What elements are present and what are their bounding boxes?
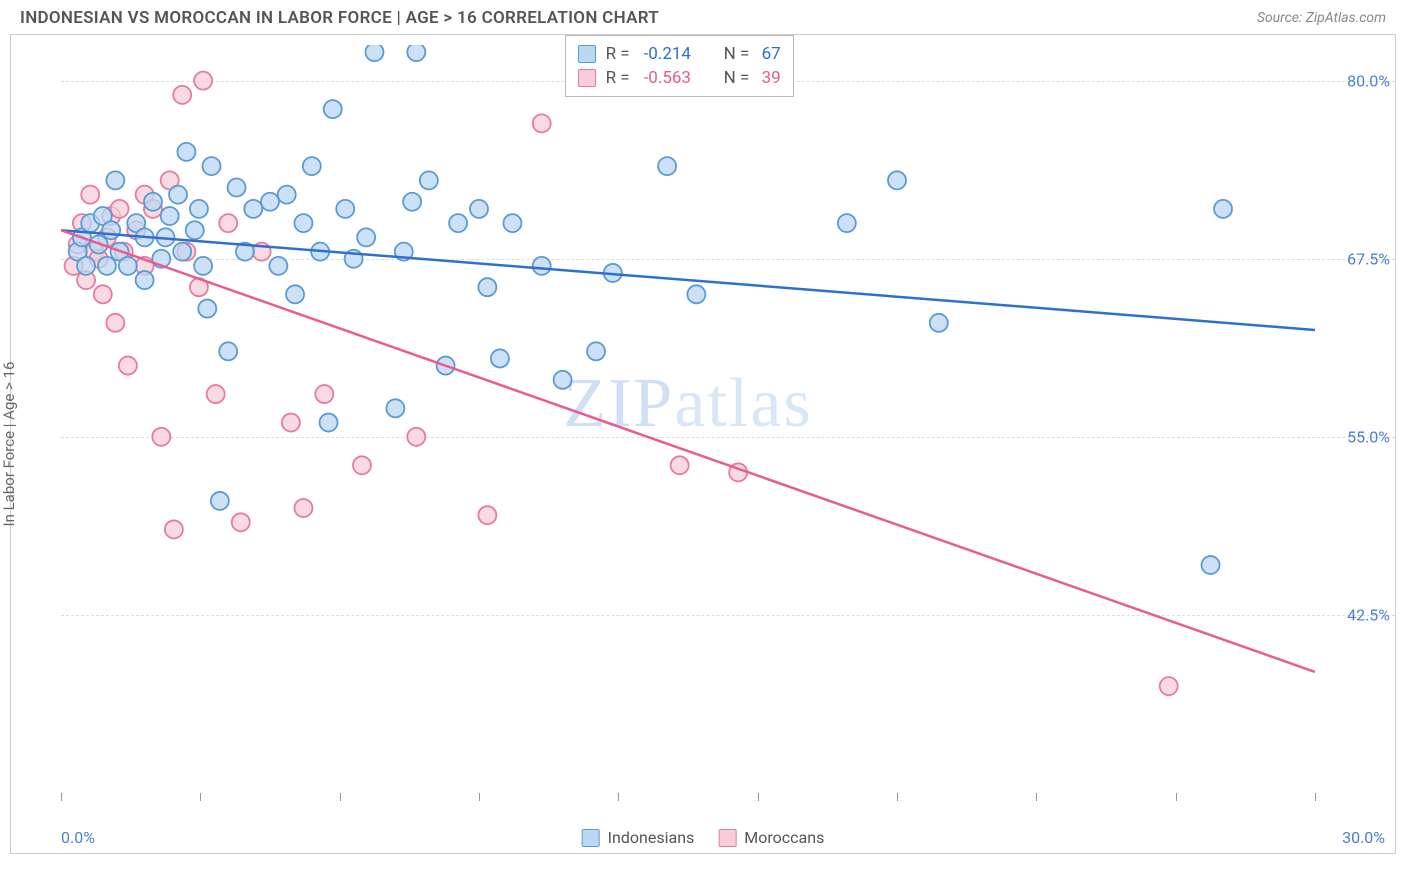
chart-header: INDONESIAN VS MOROCCAN IN LABOR FORCE | … — [0, 0, 1406, 34]
chart-container: In Labor Force | Age > 16 ZIPatlas 42.5%… — [10, 34, 1396, 854]
n-value-1: 67 — [762, 44, 781, 64]
legend-label-moroccans: Moroccans — [744, 828, 824, 847]
x-tick — [1176, 793, 1177, 801]
r-value-1: -0.214 — [644, 44, 714, 64]
r-value-2: -0.563 — [644, 68, 714, 88]
legend-item-indonesians: Indonesians — [582, 828, 695, 847]
legend-swatch-indonesians — [582, 829, 600, 847]
x-tick — [1315, 793, 1316, 801]
x-tick — [758, 793, 759, 801]
y-tick-label: 67.5% — [1347, 249, 1390, 268]
x-tick — [479, 793, 480, 801]
x-axis-max-label: 30.0% — [1342, 828, 1385, 847]
x-tick — [200, 793, 201, 801]
y-tick-label: 80.0% — [1347, 71, 1390, 90]
legend-row-1: R = -0.214 N = 67 — [578, 42, 781, 66]
chart-source: Source: ZipAtlas.com — [1257, 10, 1386, 26]
correlation-legend: R = -0.214 N = 67 R = -0.563 N = 39 — [565, 35, 794, 97]
r-label: R = — [606, 68, 634, 88]
x-tick — [897, 793, 898, 801]
chart-title: INDONESIAN VS MOROCCAN IN LABOR FORCE | … — [20, 8, 659, 28]
x-tick — [61, 793, 62, 801]
legend-swatch-1 — [578, 45, 596, 63]
legend-row-2: R = -0.563 N = 39 — [578, 66, 781, 90]
x-tick — [340, 793, 341, 801]
y-tick-label: 42.5% — [1347, 605, 1390, 624]
x-axis-min-label: 0.0% — [61, 828, 95, 847]
x-tick — [1036, 793, 1037, 801]
legend-swatch-moroccans — [718, 829, 736, 847]
legend-item-moroccans: Moroccans — [718, 828, 824, 847]
legend-swatch-2 — [578, 69, 596, 87]
plot-svg — [61, 45, 1315, 793]
series-legend: Indonesians Moroccans — [582, 828, 825, 847]
r-label: R = — [606, 44, 634, 64]
y-axis-label: In Labor Force | Age > 16 — [0, 362, 18, 527]
legend-label-indonesians: Indonesians — [608, 828, 695, 847]
x-tick — [618, 793, 619, 801]
n-label: N = — [724, 44, 752, 64]
plot-area: ZIPatlas 42.5%55.0%67.5%80.0% — [61, 45, 1315, 793]
n-value-2: 39 — [762, 68, 781, 88]
n-label: N = — [724, 68, 752, 88]
y-tick-label: 55.0% — [1347, 427, 1390, 446]
